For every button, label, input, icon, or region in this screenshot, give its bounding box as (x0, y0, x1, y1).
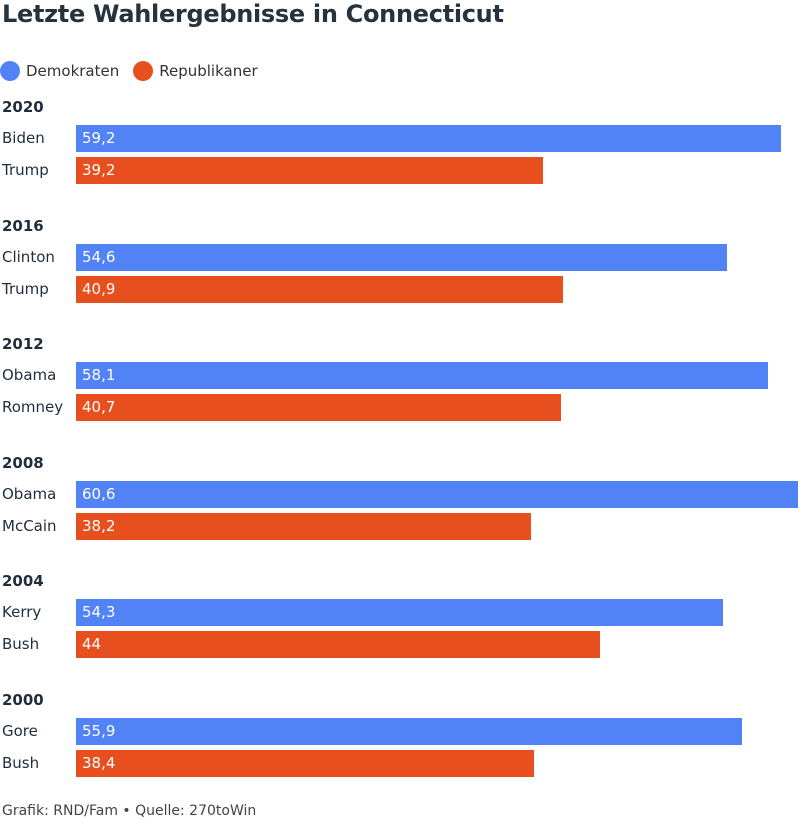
bar-row-dem: Clinton 54,6 (0, 243, 800, 271)
bar-value-label: 38,2 (82, 516, 116, 535)
bar-row-rep: Bush 38,4 (0, 750, 800, 777)
year-group-2000: 2000 Gore 55,9 Bush 38,4 (0, 691, 800, 779)
bar-row-rep: Romney 40,7 (0, 394, 800, 422)
bar-row-rep: Bush 44 (0, 631, 800, 659)
bar-row-dem: Biden 59,2 (0, 125, 800, 152)
bar-row-rep: McCain 38,2 (0, 512, 800, 540)
bar-value-label: 55,9 (82, 722, 116, 740)
candidate-label: Obama (2, 366, 57, 385)
bar-value-label: 60,6 (82, 484, 116, 503)
bar-value-label: 59,2 (82, 129, 116, 147)
bar-dem (76, 718, 742, 745)
bar-value-label: 54,3 (82, 603, 116, 622)
bar-value-label: 40,9 (82, 279, 116, 298)
bar-row-dem: Obama 58,1 (0, 362, 800, 390)
year-group-2016: 2016 Clinton 54,6 Trump 40,9 (0, 217, 800, 305)
year-label: 2000 (2, 691, 44, 709)
bar-row-dem: Obama 60,6 (0, 480, 800, 508)
bar-rep (76, 157, 543, 184)
chart-title: Letzte Wahlergebnisse in Connecticut (2, 0, 504, 28)
year-label: 2004 (2, 572, 44, 591)
year-label: 2008 (2, 453, 44, 472)
bar-rep (76, 750, 534, 777)
legend-dot-rep-icon (133, 61, 154, 81)
legend-label-dem: Demokraten (26, 62, 120, 80)
bar-dem (76, 362, 768, 390)
bar-value-label: 39,2 (82, 161, 116, 179)
candidate-label: Biden (2, 129, 45, 147)
legend-dot-dem-icon (0, 61, 20, 81)
chart-source: Grafik: RND/Fam • Quelle: 270toWin (2, 803, 257, 819)
year-label: 2016 (2, 216, 44, 235)
bar-row-rep: Trump 40,9 (0, 275, 800, 303)
bar-rep (76, 394, 561, 422)
bar-row-rep: Trump 39,2 (0, 157, 800, 184)
bar-dem (76, 480, 798, 508)
bar-value-label: 38,4 (82, 754, 116, 772)
bar-rep (76, 275, 563, 303)
candidate-label: McCain (2, 516, 57, 535)
bar-value-label: 44 (82, 635, 102, 654)
bar-row-dem: Gore 55,9 (0, 718, 800, 745)
legend-item-dem: Demokraten (0, 61, 119, 81)
candidate-label: Trump (2, 279, 49, 298)
candidate-label: Trump (2, 161, 49, 179)
candidate-label: Bush (2, 754, 40, 772)
legend-label-rep: Republikaner (159, 62, 258, 80)
bar-row-dem: Kerry 54,3 (0, 599, 800, 627)
candidate-label: Gore (2, 722, 38, 740)
bar-value-label: 54,6 (82, 247, 116, 266)
year-group-2012: 2012 Obama 58,1 Romney 40,7 (0, 335, 800, 423)
candidate-label: Romney (2, 398, 64, 417)
bar-dem (76, 125, 781, 152)
bar-dem (76, 243, 727, 271)
bar-value-label: 40,7 (82, 398, 116, 417)
candidate-label: Clinton (2, 247, 55, 266)
candidate-label: Bush (2, 635, 40, 654)
legend-item-rep: Republikaner (133, 61, 258, 81)
year-label: 2020 (2, 98, 44, 116)
bar-rep (76, 631, 600, 659)
year-group-2020: 2020 Biden 59,2 Trump 39,2 (0, 98, 800, 186)
candidate-label: Kerry (2, 603, 42, 622)
year-group-2004: 2004 Kerry 54,3 Bush 44 (0, 572, 800, 660)
bar-dem (76, 599, 723, 627)
candidate-label: Obama (2, 484, 57, 503)
year-label: 2012 (2, 335, 44, 354)
bar-value-label: 58,1 (82, 366, 116, 385)
year-group-2008: 2008 Obama 60,6 McCain 38,2 (0, 454, 800, 542)
legend: Demokraten Republikaner (0, 60, 272, 82)
bar-rep (76, 512, 531, 540)
